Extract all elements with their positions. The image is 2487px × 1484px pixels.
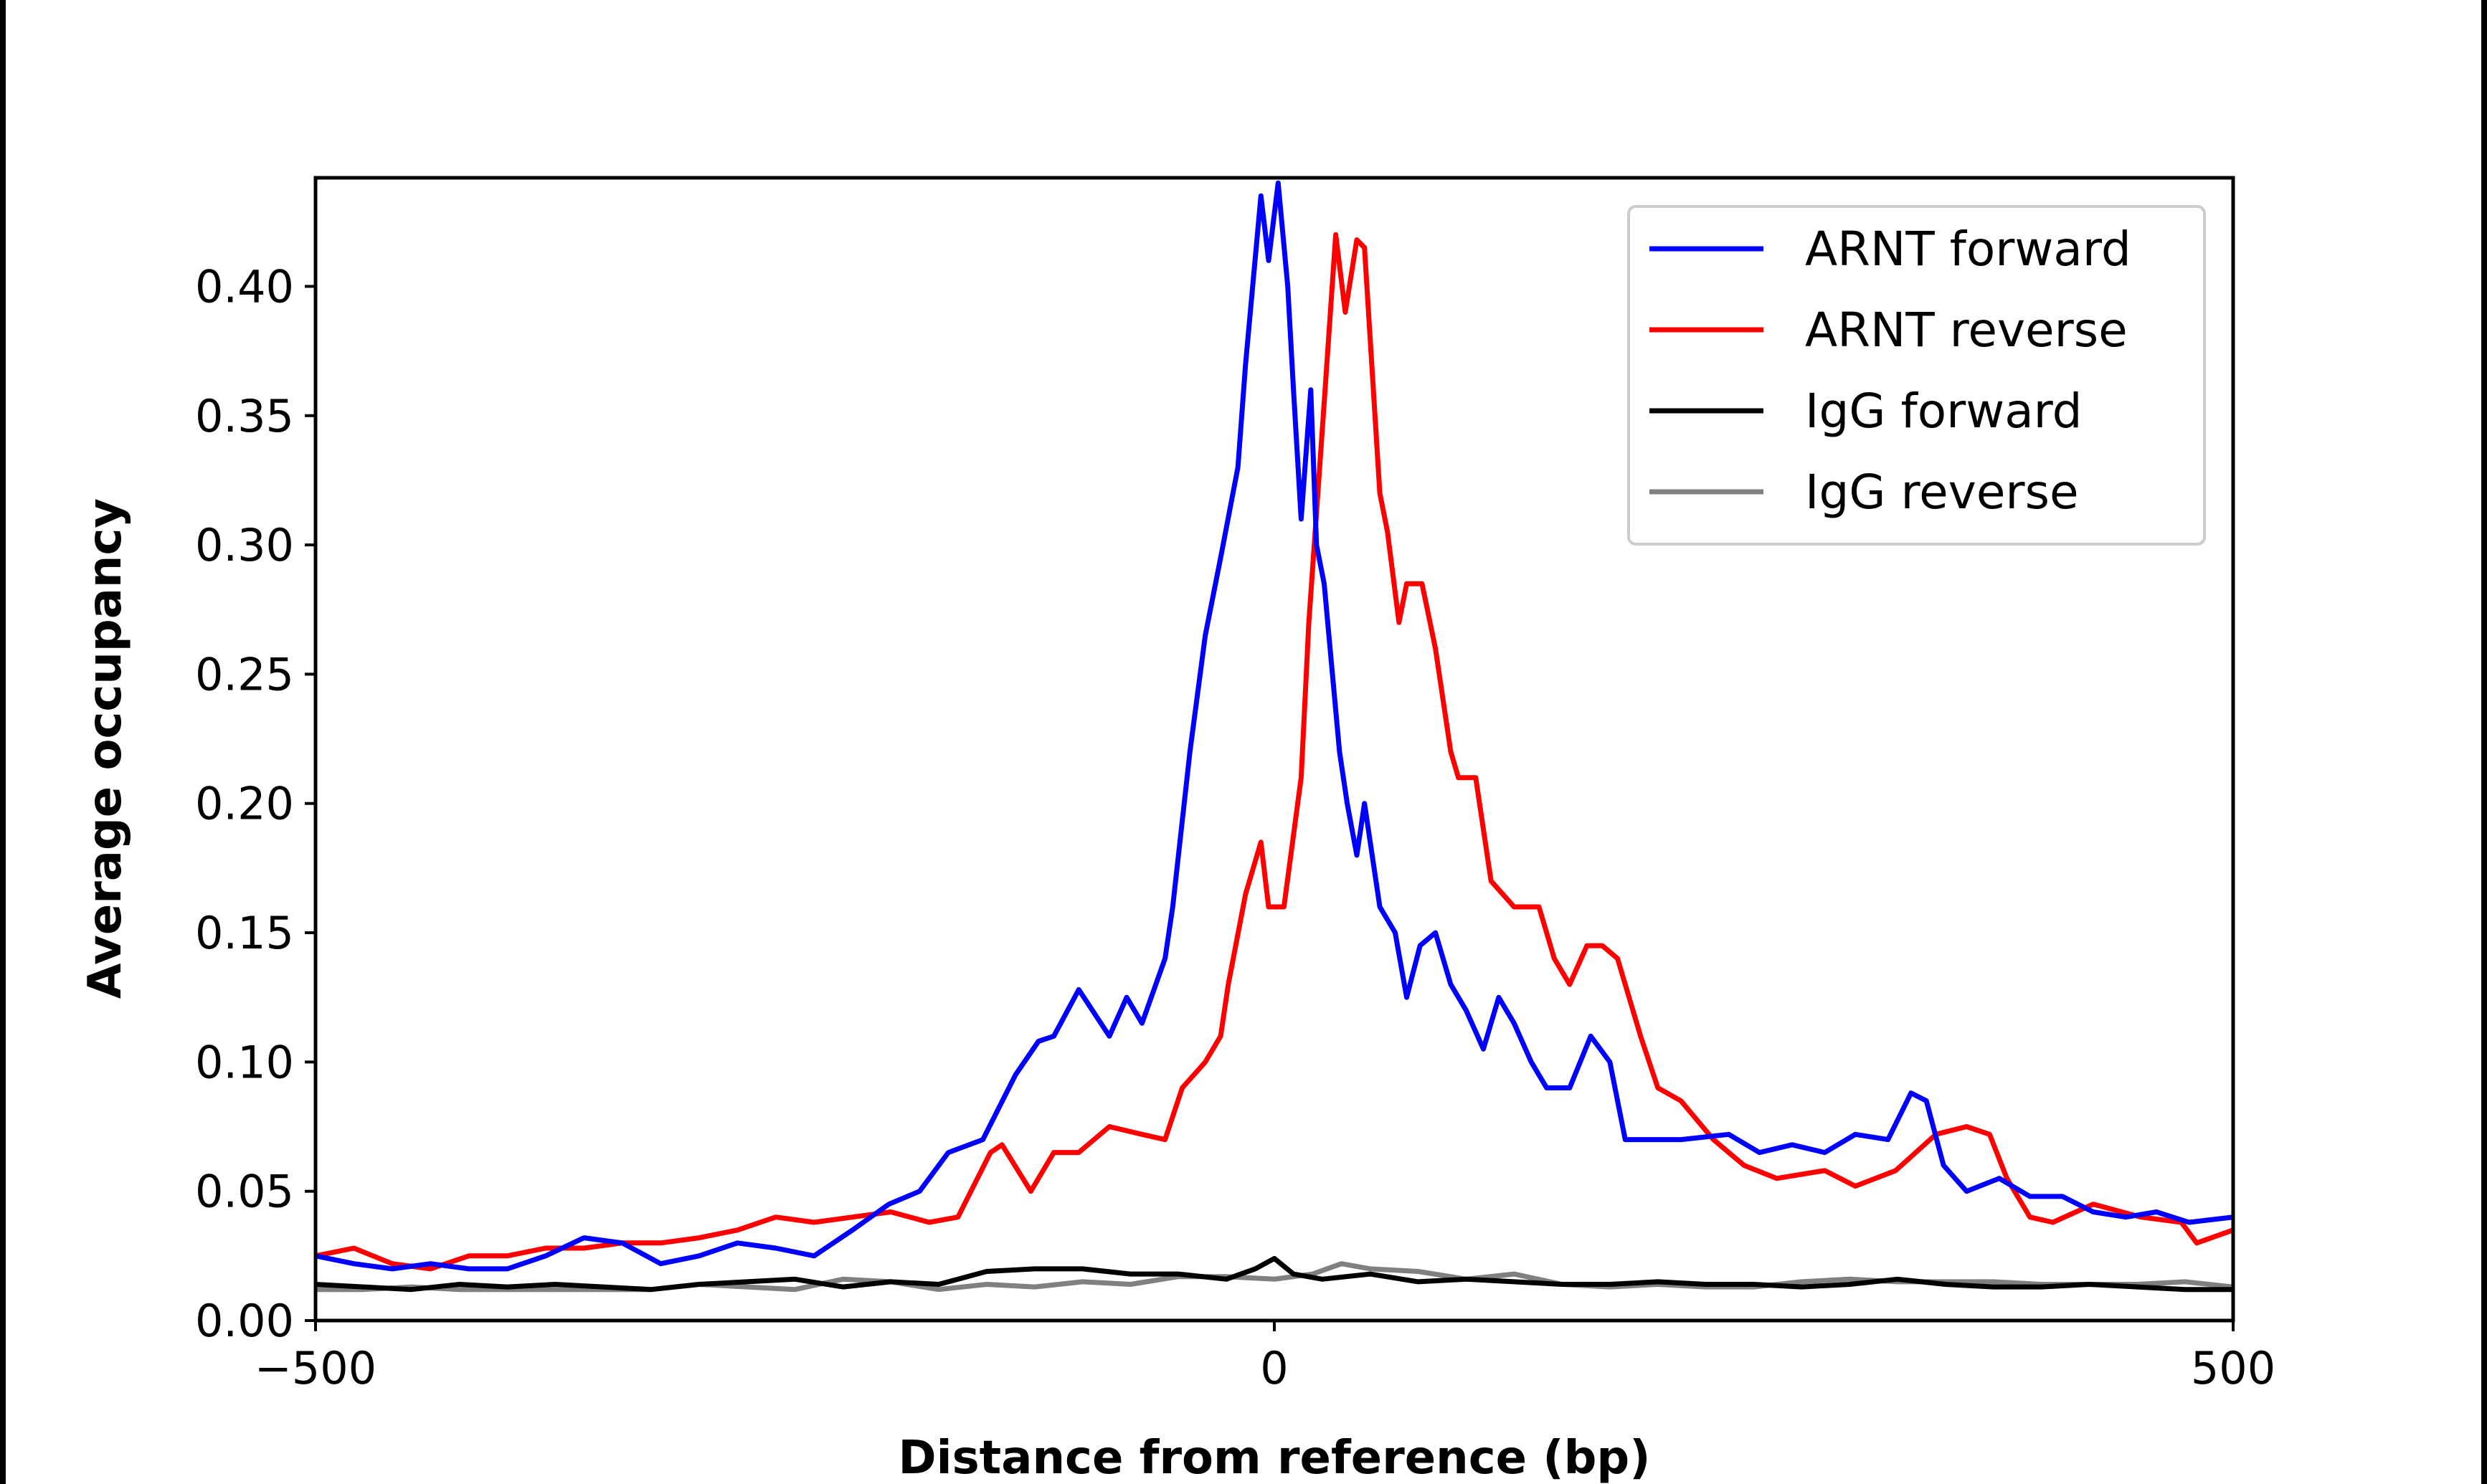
- series-line-arnt-reverse: [316, 232, 2233, 1272]
- x-axis-label: Distance from reference (bp): [899, 1432, 1651, 1484]
- series-layer: [316, 180, 2233, 1293]
- y-tick-label: 0.40: [195, 260, 294, 313]
- y-tick-label: 0.05: [195, 1166, 294, 1218]
- series-line-igg-forward: [316, 1255, 2233, 1293]
- y-axis-label: Average occupancy: [79, 498, 132, 999]
- y-tick-label: 0.35: [195, 390, 294, 442]
- series-line-arnt-forward: [316, 180, 2233, 1272]
- x-tick-label: −500: [255, 1342, 376, 1394]
- y-tick-label: 0.20: [195, 778, 294, 830]
- left-border: [0, 0, 6, 1484]
- y-axis-ticks: 0.00 0.05 0.10 0.15 0.20 0.25 0.30 0.35 0.40: [195, 260, 316, 1347]
- y-tick-label: 0.25: [195, 648, 294, 700]
- y-tick-label: 0.00: [195, 1295, 294, 1347]
- right-border: [2481, 0, 2487, 1484]
- y-tick-label: 0.30: [195, 519, 294, 571]
- y-tick-label: 0.15: [195, 907, 294, 959]
- legend-frame: [1627, 205, 2206, 546]
- legend-label: ARNT reverse: [1805, 303, 2128, 358]
- x-tick-label: 0: [1260, 1342, 1288, 1394]
- legend: ARNT forward ARNT reverse IgG forward IgG r…: [1627, 205, 2206, 546]
- legend-label: ARNT forward: [1805, 222, 2131, 277]
- y-tick-label: 0.10: [195, 1036, 294, 1088]
- legend-label: IgG forward: [1805, 384, 2083, 439]
- x-tick-label: 500: [2191, 1342, 2275, 1394]
- legend-label: IgG reverse: [1805, 465, 2079, 520]
- x-axis-ticks: −500 0 500: [255, 1321, 2275, 1394]
